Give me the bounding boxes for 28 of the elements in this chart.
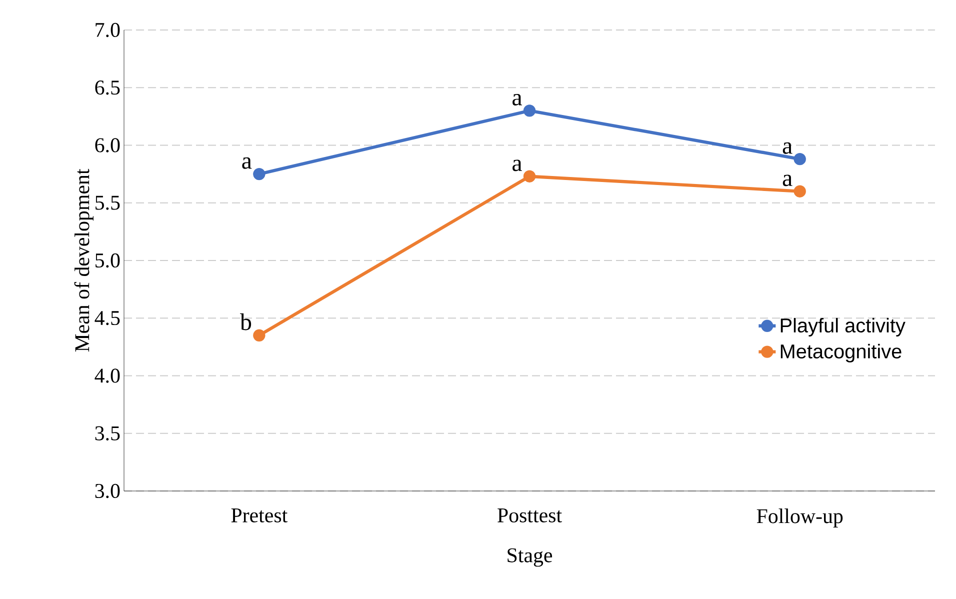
point — [523, 104, 536, 117]
y-tick-label: 7.0 — [96, 22, 120, 38]
y-tick-label: 5.0 — [96, 253, 120, 268]
x-tick-label: Pretest — [231, 508, 288, 522]
point — [794, 185, 806, 198]
y-tick-label: 3.0 — [95, 484, 120, 498]
x-axis-title: Stage — [508, 548, 552, 567]
annotation: a — [782, 142, 792, 154]
point — [794, 152, 806, 166]
annotation: a — [782, 174, 792, 186]
legend-label: Metacognitive — [780, 344, 902, 362]
annotation: a — [242, 157, 252, 169]
annotation: a — [512, 160, 522, 172]
point — [523, 170, 536, 182]
y-tick-label: 4.5 — [94, 311, 120, 326]
annotation: b — [240, 313, 252, 330]
y-tick-label: 6.5 — [95, 80, 120, 95]
x-tick-label: Follow-up — [756, 508, 843, 528]
y-tick-label: 3.5 — [95, 426, 120, 440]
point — [253, 329, 266, 342]
annotation: a — [512, 94, 522, 106]
x-tick-label: Posttest — [498, 508, 562, 522]
y-tick-label: 5.5 — [96, 196, 120, 210]
y-tick-label: 6.0 — [95, 138, 120, 152]
point — [253, 168, 266, 180]
y-axis-title: Mean of development — [74, 168, 94, 352]
legend-label: Playful activity — [780, 318, 906, 337]
y-tick-label: 4.0 — [94, 368, 120, 383]
